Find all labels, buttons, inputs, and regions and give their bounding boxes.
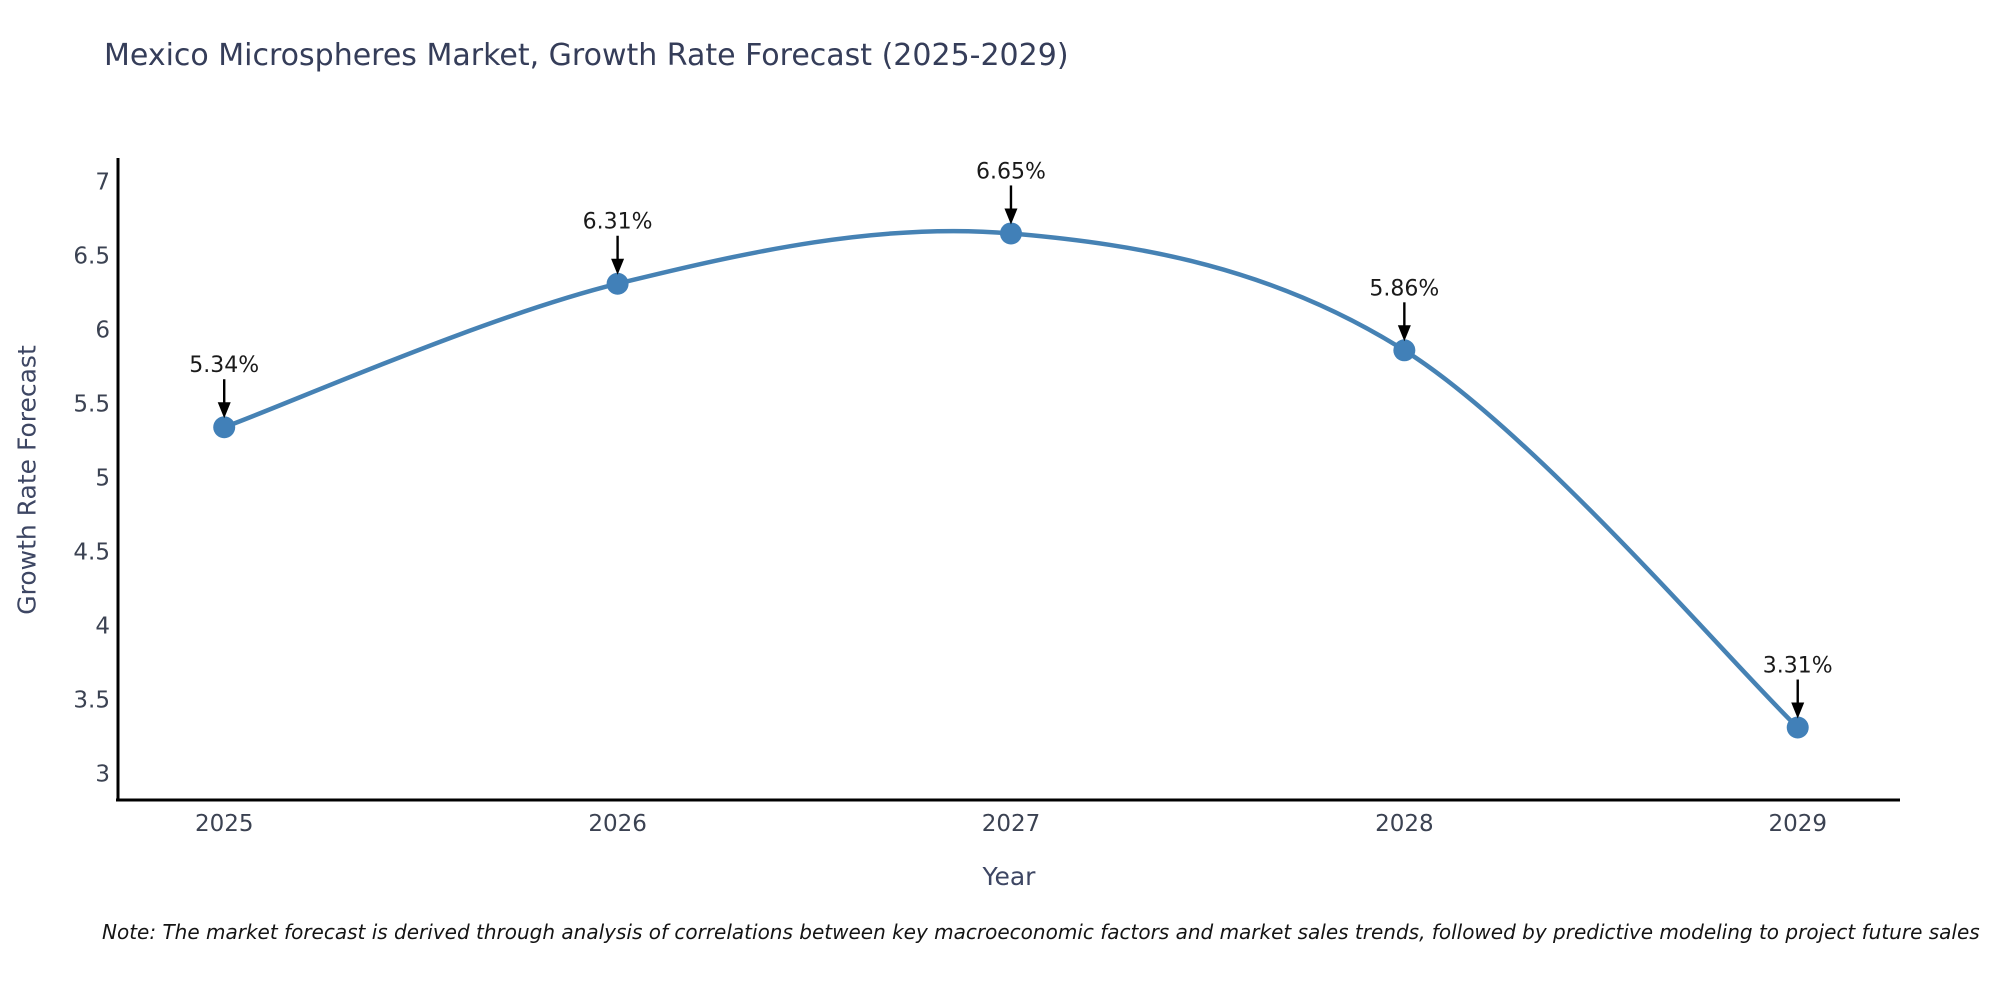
y-tick-label: 7 [95, 170, 110, 196]
annotation-arrow-head [611, 258, 625, 275]
x-axis-label: Year [982, 862, 1036, 891]
annotation-arrow-head [1004, 208, 1018, 225]
x-tick-label: 2025 [195, 811, 254, 837]
annotation-label: 5.34% [189, 353, 259, 378]
y-tick-label: 6.5 [73, 244, 110, 270]
annotation-arrow-head [1397, 325, 1411, 342]
annotation-label: 6.31% [583, 210, 653, 235]
data-point-marker [1786, 716, 1809, 739]
x-tick-label: 2027 [982, 811, 1041, 837]
annotation-arrow-head [217, 402, 231, 419]
annotation-arrow-head [1791, 702, 1805, 719]
x-tick-label: 2029 [1768, 811, 1827, 837]
y-tick-label: 3 [95, 761, 110, 787]
data-point-marker [606, 272, 629, 295]
y-tick-label: 4.5 [73, 539, 110, 565]
data-point-marker [1393, 339, 1416, 362]
chart-footnote: Note: The market forecast is derived thr… [102, 920, 1980, 944]
data-point-marker [213, 416, 236, 439]
annotation-label: 3.31% [1763, 654, 1833, 679]
annotation-label: 5.86% [1369, 276, 1439, 301]
y-tick-label: 6 [95, 318, 110, 344]
y-tick-label: 3.5 [73, 687, 110, 713]
chart-title: Mexico Microspheres Market, Growth Rate … [104, 38, 1069, 73]
x-tick-label: 2026 [588, 811, 647, 837]
annotation-label: 6.65% [976, 159, 1046, 184]
x-tick-label: 2028 [1375, 811, 1434, 837]
data-point-marker [999, 222, 1022, 245]
line-series-path [221, 228, 1800, 730]
y-tick-label: 4 [95, 613, 110, 639]
y-tick-label: 5.5 [73, 392, 110, 418]
y-tick-label: 5 [95, 466, 110, 492]
